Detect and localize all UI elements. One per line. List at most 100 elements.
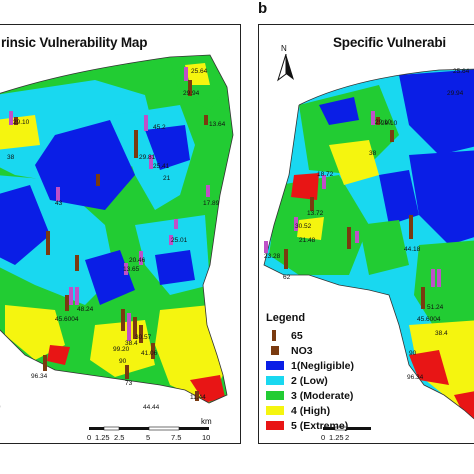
no3-bar bbox=[75, 255, 79, 271]
well-label: 45.6004 bbox=[417, 316, 441, 323]
well-label: 38 bbox=[7, 154, 15, 161]
well-label: 13.65 bbox=[123, 266, 140, 273]
no3-bar bbox=[56, 187, 60, 201]
legend-swatch bbox=[266, 361, 284, 370]
no3-bar bbox=[188, 80, 192, 96]
well-label: 21 bbox=[163, 175, 171, 182]
legend-item-low: 2 (Low) bbox=[266, 373, 392, 388]
well-label: 62 bbox=[283, 274, 291, 281]
legend-label: 3 (Moderate) bbox=[291, 389, 354, 402]
well-label: 38.4 bbox=[125, 340, 138, 347]
no3-bar bbox=[125, 365, 129, 379]
study-area-boundary bbox=[0, 54, 234, 404]
no3-bar bbox=[322, 175, 326, 189]
legend-label: 2 (Low) bbox=[291, 374, 328, 387]
legend: Legend 65 NO3 1(Negligible) 2 (Low) 3 (M… bbox=[266, 312, 392, 433]
well-label: 29.10 bbox=[381, 120, 398, 127]
scale-tick: 1.25 bbox=[329, 433, 344, 442]
no3-bar bbox=[75, 287, 79, 305]
no3-bar bbox=[149, 155, 153, 169]
north-arrow: N bbox=[276, 44, 296, 84]
legend-label: 4 (High) bbox=[291, 404, 331, 417]
legend-bar-scale: 65 bbox=[266, 328, 392, 343]
no3-bar bbox=[121, 309, 125, 331]
no3-bar bbox=[264, 241, 268, 253]
well-label: 17.89 bbox=[203, 200, 220, 207]
well-label: 38 bbox=[369, 150, 377, 157]
no3-bar bbox=[371, 111, 375, 125]
scale-bar-a: 0 1.25 2.5 5 7.5 10 bbox=[79, 425, 219, 443]
well-label: 25.64 bbox=[191, 68, 208, 75]
legend-label: 1(Negligible) bbox=[291, 359, 355, 372]
well-label: 41.06 bbox=[141, 350, 158, 357]
no3-bar bbox=[294, 217, 298, 231]
legend-item-moderate: 3 (Moderate) bbox=[266, 388, 392, 403]
legend-bar-value: 65 bbox=[291, 329, 303, 342]
scale-tick: 10 bbox=[202, 433, 210, 442]
panel-b-letter: b bbox=[258, 0, 268, 17]
legend-swatch bbox=[266, 406, 284, 415]
no3-bars bbox=[9, 67, 210, 401]
panel-a-title: rinsic Vulnerability Map bbox=[1, 35, 148, 50]
well-labels: 29.10 38 23.28 62 25.64 29.94 30.52 18.7… bbox=[264, 68, 470, 381]
well-label: 20.46 bbox=[129, 257, 146, 264]
legend-swatch bbox=[266, 421, 284, 430]
legend-label: 5 (Extreme) bbox=[291, 419, 349, 432]
no3-bar bbox=[96, 174, 100, 186]
legend-item-extreme: 5 (Extreme) bbox=[266, 418, 392, 433]
cropped-fragment: 0 bbox=[0, 402, 1, 413]
well-label: 11.44 bbox=[190, 394, 206, 401]
no3-bar bbox=[195, 391, 199, 401]
no3-bar bbox=[69, 287, 73, 305]
legend-swatch bbox=[266, 391, 284, 400]
well-label: 48.24 bbox=[77, 306, 94, 313]
no3-bar bbox=[174, 219, 178, 229]
no3-bar bbox=[204, 115, 208, 125]
no3-bar bbox=[206, 185, 210, 197]
well-label: 25.01 bbox=[171, 237, 188, 244]
scale-tick: 1.25 bbox=[95, 433, 110, 442]
no3-bar bbox=[284, 249, 288, 269]
no3-bar bbox=[421, 287, 425, 309]
no3-bar bbox=[310, 197, 314, 211]
scale-bar-graphic: 0 1.25 2.5 5 7.5 10 bbox=[87, 426, 210, 442]
no3-bar bbox=[144, 115, 148, 131]
well-label: 44.44 bbox=[143, 404, 160, 411]
no3-bar bbox=[46, 231, 50, 255]
legend-item-negligible: 1(Negligible) bbox=[266, 358, 392, 373]
scale-bar-graphic: 0 1.25 2 bbox=[321, 426, 371, 442]
scale-tick: 7.5 bbox=[171, 433, 181, 442]
legend-bar-swatch bbox=[272, 330, 276, 341]
no3-bar bbox=[409, 215, 413, 239]
well-label: 13.64 bbox=[209, 121, 226, 128]
no3-bar bbox=[127, 313, 131, 341]
well-label: 29.10 bbox=[375, 119, 392, 126]
vulnerability-zones bbox=[0, 55, 233, 403]
north-arrow-icon bbox=[277, 54, 294, 82]
well-label: 45.6004 bbox=[55, 316, 79, 323]
intrinsic-vulnerability-panel: rinsic Vulnerability Map bbox=[0, 24, 241, 444]
well-label: 18.72 bbox=[317, 171, 334, 178]
well-label: 29.94 bbox=[183, 90, 200, 97]
well-label: 99.20 bbox=[113, 346, 130, 353]
specific-vulnerability-map: 29.10 38 23.28 62 25.64 29.94 30.52 18.7… bbox=[263, 68, 474, 425]
no3-bars bbox=[264, 111, 441, 309]
no3-bar bbox=[43, 355, 47, 371]
well-label: 29.94 bbox=[447, 90, 464, 97]
intrinsic-vulnerability-map: 29.10 38 43 25.64 29.94 45.2 13.64 29.81… bbox=[0, 54, 234, 411]
well-label: 43 bbox=[55, 200, 63, 207]
well-label: 38.4 bbox=[435, 330, 448, 337]
well-label: 21.48 bbox=[299, 237, 316, 244]
specific-vulnerability-panel: Specific Vulnerabi bbox=[258, 24, 474, 444]
no3-bar bbox=[139, 251, 143, 265]
no3-bar bbox=[134, 130, 138, 158]
no3-bar bbox=[355, 231, 359, 243]
well-label: 73 bbox=[125, 380, 133, 387]
legend-item-no3: NO3 bbox=[266, 343, 392, 358]
no3-bar bbox=[124, 263, 128, 275]
legend-item-high: 4 (High) bbox=[266, 403, 392, 418]
well-label: 90 bbox=[119, 358, 127, 365]
well-label: 90 bbox=[409, 350, 417, 357]
no3-bar bbox=[437, 269, 441, 287]
legend-label: NO3 bbox=[291, 344, 313, 357]
